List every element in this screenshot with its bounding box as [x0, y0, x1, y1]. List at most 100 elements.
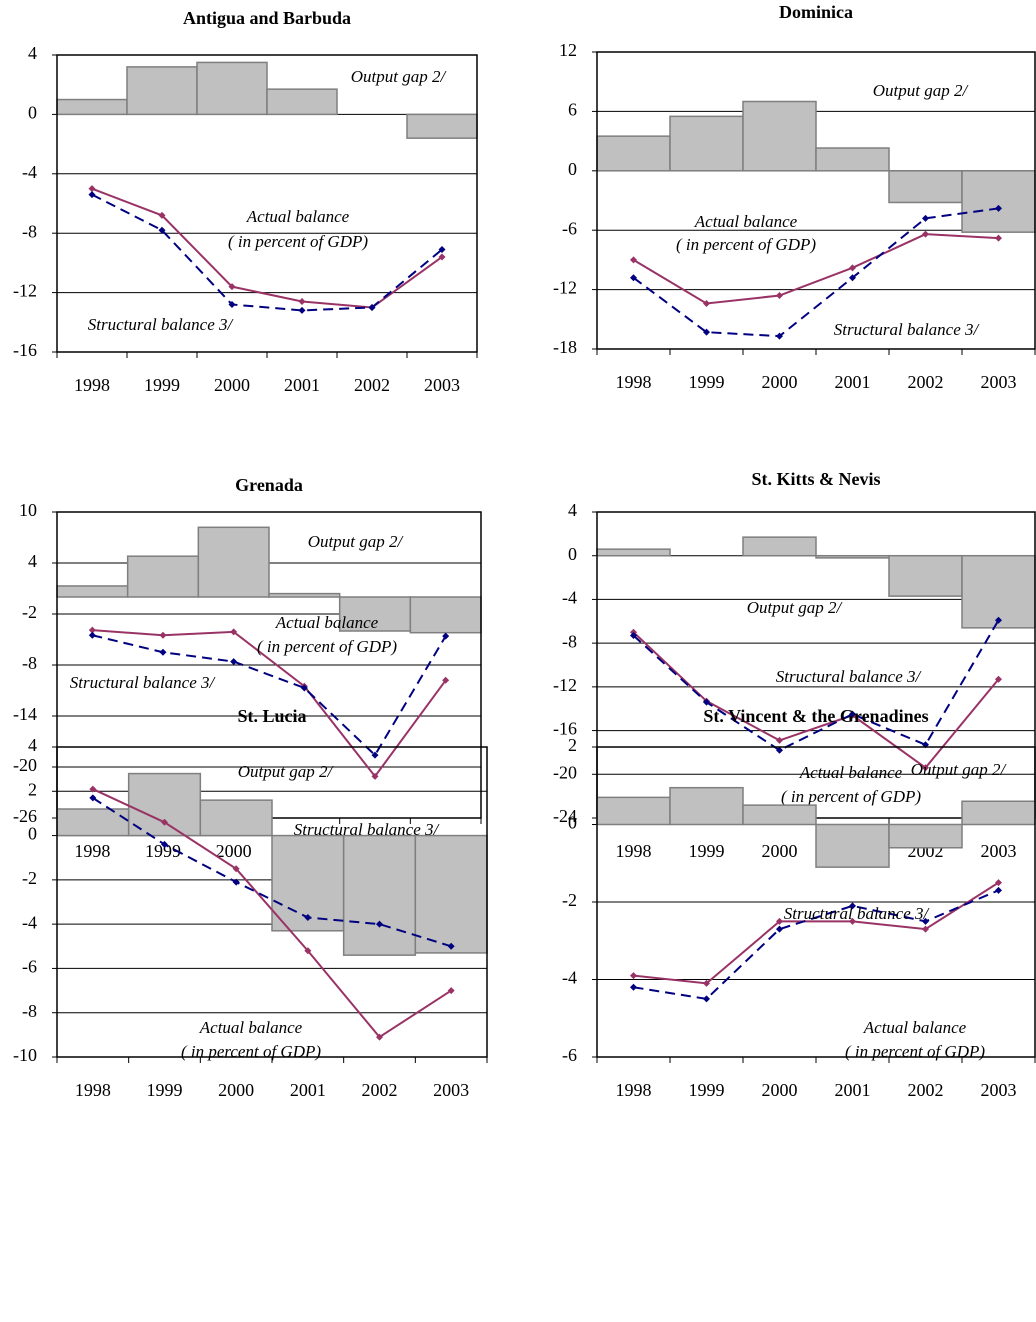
y-tick-label: 4	[568, 500, 577, 520]
line	[632, 619, 1000, 752]
y-tick-label: -4	[22, 912, 37, 932]
y-tick-label: -2	[562, 890, 577, 910]
x-tick-label: 2000	[214, 375, 250, 395]
line	[92, 634, 447, 757]
marker	[158, 211, 166, 219]
x-tick-label: 2003	[424, 375, 460, 395]
plot-frame	[56, 54, 478, 353]
y-tick-label: 4	[28, 43, 37, 63]
y-tick-label: -16	[13, 340, 37, 360]
y-tick-label: -8	[562, 631, 577, 651]
marker	[88, 185, 96, 193]
marker	[88, 631, 96, 639]
marker	[776, 925, 783, 933]
bar	[815, 823, 890, 868]
marker	[230, 658, 238, 666]
annotation: Structural balance 3/	[784, 904, 931, 923]
x-tick-label: 2002	[354, 375, 390, 395]
y-tick-label: -4	[22, 162, 37, 182]
annotation: Structural balance 3/	[294, 820, 441, 839]
x-tick-label: 1998	[74, 841, 110, 861]
bar	[961, 170, 1036, 233]
line	[632, 207, 999, 338]
y-tick-label: -6	[562, 218, 577, 238]
bar	[199, 799, 273, 837]
y-tick-label: -4	[562, 968, 577, 988]
chart-title: Dominica	[779, 2, 853, 22]
bar	[196, 61, 268, 116]
x-tick-label: 1998	[616, 372, 652, 392]
marker	[922, 925, 929, 933]
annotation: Output gap 2/	[747, 598, 844, 617]
y-tick-label: -14	[13, 704, 37, 724]
marker	[776, 292, 783, 300]
y-tick-label: -20	[553, 762, 577, 782]
y-tick-label: 4	[28, 551, 37, 571]
marker	[161, 818, 168, 826]
x-tick-label: 2001	[284, 375, 320, 395]
annotation: ( in percent of GDP)	[257, 637, 397, 656]
bar	[338, 596, 412, 632]
x-tick-label: 1999	[145, 841, 181, 861]
bar	[266, 88, 338, 116]
bar	[126, 66, 198, 116]
marker	[995, 616, 1002, 624]
bar	[409, 596, 482, 634]
bar	[56, 98, 128, 116]
marker	[849, 710, 856, 718]
y-tick-label: -20	[13, 755, 37, 775]
x-tick-label: 1999	[689, 372, 725, 392]
bar	[961, 800, 1036, 826]
marker	[703, 979, 710, 987]
marker	[298, 306, 306, 314]
x-tick-label: 1998	[74, 375, 110, 395]
marker	[300, 684, 308, 692]
marker	[995, 879, 1002, 887]
marker	[703, 698, 710, 706]
annotation: ( in percent of GDP)	[781, 787, 921, 806]
annotation: ( in percent of GDP)	[845, 1042, 985, 1061]
annotation: Actual balance	[275, 613, 379, 632]
marker	[776, 917, 783, 925]
chart-title: St. Vincent & the Grenadines	[703, 706, 928, 726]
y-tick-label: -8	[22, 653, 37, 673]
marker	[88, 191, 96, 199]
marker	[88, 626, 96, 634]
y-tick-label: -2	[22, 602, 37, 622]
marker	[438, 253, 446, 261]
marker	[228, 283, 236, 291]
marker	[158, 226, 166, 234]
marker	[995, 234, 1002, 242]
marker	[89, 794, 97, 802]
annotation: Output gap 2/	[351, 67, 448, 86]
bar	[888, 170, 963, 204]
marker	[228, 300, 236, 308]
bar	[414, 834, 488, 954]
x-tick-label: 2003	[981, 372, 1017, 392]
marker	[159, 631, 167, 639]
marker	[630, 256, 637, 264]
y-tick-label: 10	[19, 500, 37, 520]
marker	[849, 274, 856, 282]
x-tick-label: 2003	[433, 1080, 469, 1100]
line	[91, 193, 443, 312]
bar	[888, 823, 963, 849]
annotation: Structural balance 3/	[834, 320, 981, 339]
y-tick-label: -12	[553, 278, 577, 298]
bar	[342, 834, 417, 956]
y-tick-label: -26	[13, 806, 37, 826]
y-tick-label: -12	[553, 675, 577, 695]
x-tick-label: 1998	[616, 1080, 652, 1100]
bar	[56, 808, 130, 837]
marker	[371, 751, 379, 759]
y-tick-label: 4	[28, 735, 37, 755]
annotation: Output gap 2/	[238, 762, 335, 781]
annotation: Actual balance	[694, 212, 798, 231]
chart-title: Grenada	[235, 475, 303, 495]
x-tick-label: 1999	[689, 841, 725, 861]
x-tick-label: 1999	[147, 1080, 183, 1100]
y-tick-label: -4	[562, 588, 577, 608]
bar	[669, 786, 744, 826]
bar	[56, 585, 129, 598]
marker	[995, 886, 1002, 894]
